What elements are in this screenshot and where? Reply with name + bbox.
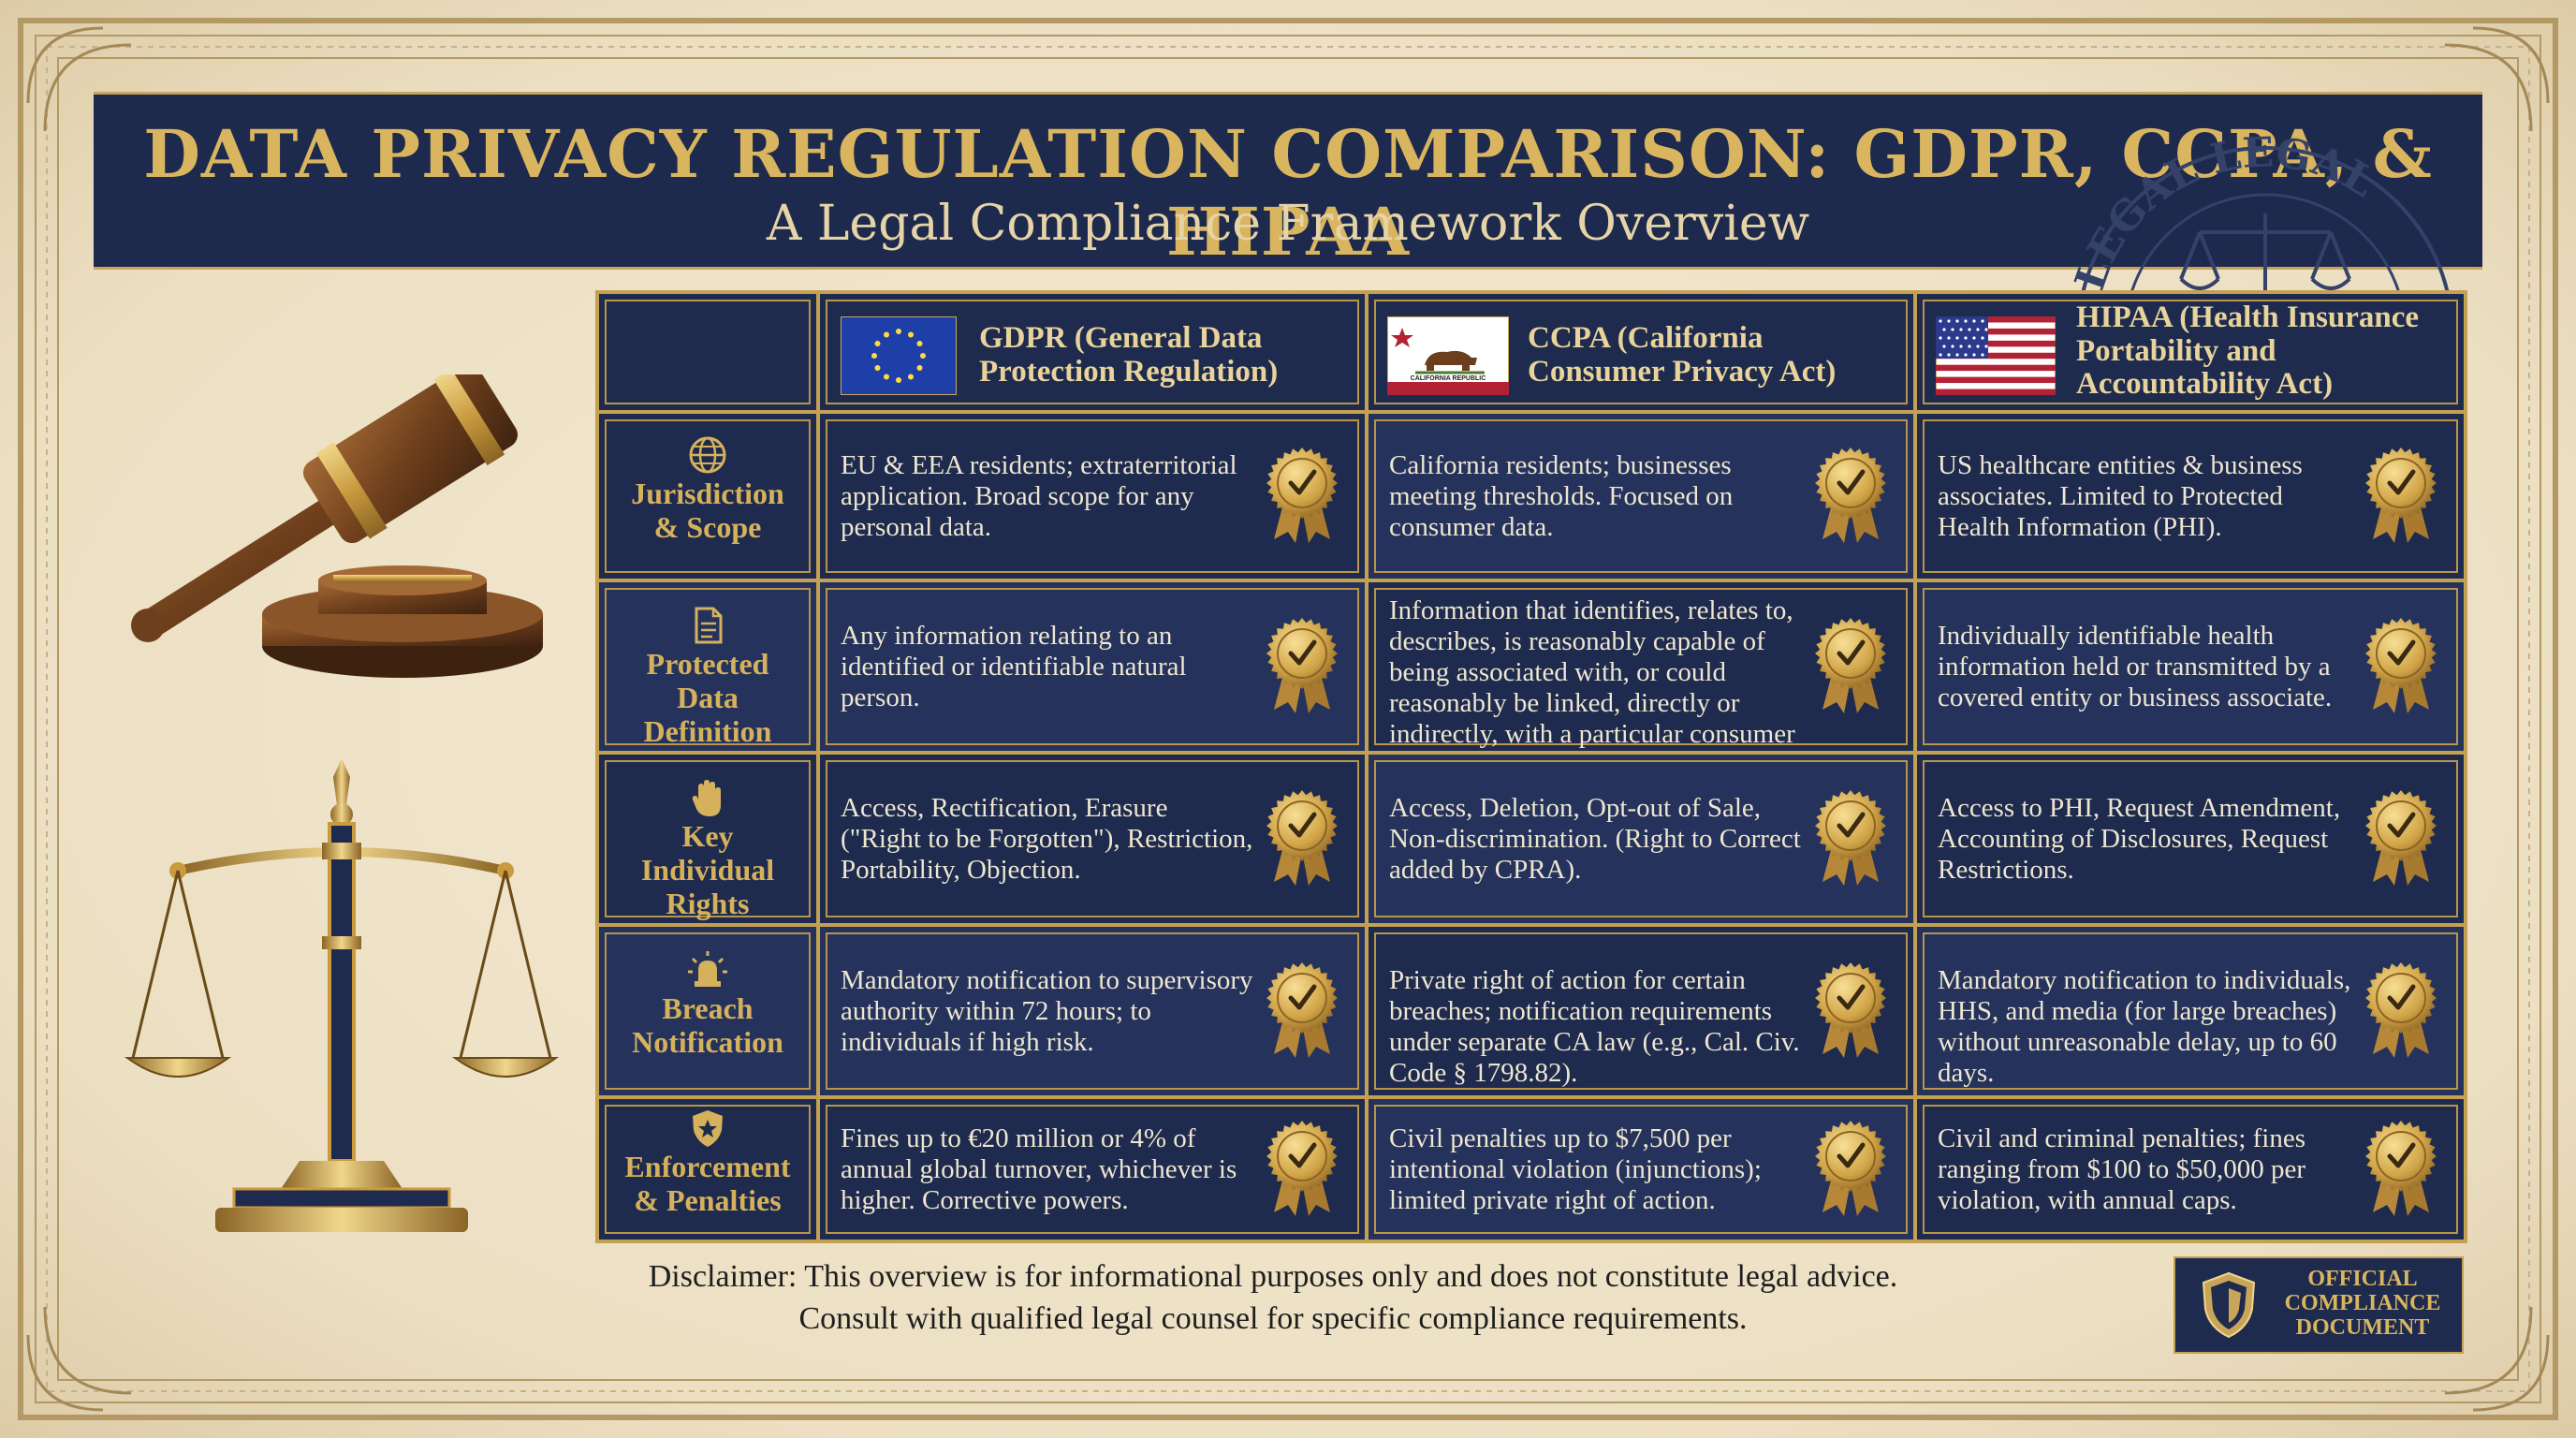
- approval-seal-icon: [1266, 448, 1338, 543]
- badge-text: OFFICIAL COMPLIANCE DOCUMENT: [2269, 1267, 2456, 1341]
- cell-text: Private right of action for certain brea…: [1389, 964, 1800, 1088]
- approval-seal-icon: [2365, 618, 2437, 713]
- table-cell: Private right of action for certain brea…: [1368, 927, 1913, 1095]
- approval-seal-icon: [1815, 962, 1886, 1058]
- table-cell: Mandatory notification to individuals, H…: [1917, 927, 2464, 1095]
- cell-text: Individually identifiable health informa…: [1938, 620, 2333, 712]
- badge-line-2: COMPLIANCE: [2284, 1290, 2441, 1315]
- table-cell: US healthcare entities & business associ…: [1917, 414, 2464, 579]
- table-cell: Civil penalties up to $7,500 per intenti…: [1368, 1099, 1913, 1240]
- row-header-key-individual-rights: Key Individual Rights: [599, 755, 816, 923]
- row-header-label: Breach Notification: [632, 991, 783, 1059]
- row-header-label: Protected Data Definition: [643, 647, 772, 748]
- page-subtitle: A Legal Compliance Framework Overview: [766, 196, 1810, 252]
- disclaimer: Disclaimer: This overview is for informa…: [618, 1256, 1928, 1341]
- official-compliance-badge: OFFICIAL COMPLIANCE DOCUMENT: [2174, 1256, 2464, 1354]
- table-cell: Access, Deletion, Opt-out of Sale, Non-d…: [1368, 755, 1913, 923]
- table-cell: Mandatory notification to supervisory au…: [820, 927, 1365, 1095]
- column-header-hipaa: HIPAA (Health Insurance Portability and …: [1917, 294, 2464, 410]
- cell-text: US healthcare entities & business associ…: [1938, 449, 2303, 542]
- column-header-label: CCPA (California Consumer Privacy Act): [1528, 321, 1837, 389]
- approval-seal-icon: [2365, 448, 2437, 543]
- page-title: DATA PRIVACY REGULATION COMPARISON: GDPR…: [143, 115, 2433, 271]
- cell-text: Mandatory notification to supervisory au…: [841, 964, 1253, 1057]
- cell-text: Access to PHI, Request Amendment, Accoun…: [1938, 792, 2341, 885]
- badge-line-1: OFFICIAL: [2307, 1267, 2418, 1291]
- scales-seal-watermark: LEGAL LEGAL: [2066, 129, 2454, 335]
- approval-seal-icon: [2365, 1121, 2437, 1216]
- cell-text: Access, Deletion, Opt-out of Sale, Non-d…: [1389, 792, 1801, 885]
- california-flag-text: CALIFORNIA REPUBLIC: [1411, 375, 1486, 382]
- column-header-gdpr: GDPR (General Data Protection Regulation…: [820, 294, 1365, 410]
- table-cell: Fines up to €20 million or 4% of annual …: [820, 1099, 1365, 1240]
- approval-seal-icon: [1815, 1121, 1886, 1216]
- california-flag-icon: CALIFORNIA REPUBLIC: [1387, 316, 1509, 395]
- cell-text: Civil and criminal penalties; fines rang…: [1938, 1123, 2306, 1215]
- table-cell: EU & EEA residents; extraterritorial app…: [820, 414, 1365, 579]
- globe-icon: [689, 436, 726, 474]
- row-header-enforcement-penalties: Enforcement & Penalties: [599, 1099, 816, 1240]
- column-header-ccpa: CALIFORNIA REPUBLIC CCPA (California Con…: [1368, 294, 1913, 410]
- approval-seal-icon: [2365, 790, 2437, 886]
- table-cell: Information that identifies, relates to,…: [1368, 582, 1913, 780]
- approval-seal-icon: [1266, 1121, 1338, 1216]
- table-cell: Access to PHI, Request Amendment, Accoun…: [1917, 755, 2464, 923]
- header-banner: DATA PRIVACY REGULATION COMPARISON: GDPR…: [94, 92, 2482, 271]
- approval-seal-icon: [1815, 448, 1886, 543]
- cell-text: EU & EEA residents; extraterritorial app…: [841, 449, 1237, 542]
- column-header-label: GDPR (General Data Protection Regulation…: [979, 321, 1279, 389]
- cell-text: Fines up to €20 million or 4% of annual …: [841, 1123, 1237, 1215]
- approval-seal-icon: [1266, 962, 1338, 1058]
- table-cell: California residents; businesses meeting…: [1368, 414, 1913, 579]
- row-header-jurisdiction-scope: Jurisdiction & Scope: [599, 414, 816, 579]
- approval-seal-icon: [1266, 618, 1338, 713]
- badge-line-3: DOCUMENT: [2295, 1314, 2430, 1340]
- cell-text: California residents; businesses meeting…: [1389, 449, 1734, 542]
- gavel-icon: [131, 374, 543, 678]
- approval-seal-icon: [1815, 618, 1886, 713]
- approval-seal-icon: [1815, 790, 1886, 886]
- approval-seal-icon: [2365, 962, 2437, 1058]
- row-header-protected-data-definition: Protected Data Definition: [599, 582, 816, 751]
- row-header-breach-notification: Breach Notification: [599, 927, 816, 1095]
- comparison-table: GDPR (General Data Protection Regulation…: [595, 290, 2467, 1243]
- table-cell: Civil and criminal penalties; fines rang…: [1917, 1099, 2464, 1240]
- scales-of-justice-icon: [124, 758, 560, 1232]
- badge-icon: [693, 1110, 723, 1147]
- hand-icon: [692, 780, 721, 816]
- disclaimer-line-1: Disclaimer: This overview is for informa…: [648, 1259, 1898, 1294]
- table-cell: Any information relating to an identifie…: [820, 582, 1365, 751]
- eu-flag-icon: [841, 316, 957, 395]
- shield-icon: [2202, 1271, 2256, 1339]
- cell-text: Information that identifies, relates to,…: [1389, 595, 1795, 780]
- us-flag-icon: [1936, 316, 2056, 395]
- column-header-label: HIPAA (Health Insurance Portability and …: [2076, 301, 2420, 402]
- approval-seal-icon: [1266, 790, 1338, 886]
- cell-text: Any information relating to an identifie…: [841, 620, 1187, 712]
- cell-text: Civil penalties up to $7,500 per intenti…: [1389, 1123, 1762, 1215]
- row-header-label: Enforcement & Penalties: [624, 1150, 791, 1217]
- row-header-label: Key Individual Rights: [640, 819, 775, 920]
- cell-text: Access, Rectification, Erasure ("Right t…: [841, 792, 1253, 885]
- table-cell: Individually identifiable health informa…: [1917, 582, 2464, 751]
- table-cell: Access, Rectification, Erasure ("Right t…: [820, 755, 1365, 923]
- cell-text: Mandatory notification to individuals, H…: [1938, 964, 2351, 1088]
- table-corner-cell: [599, 294, 816, 410]
- row-header-label: Jurisdiction & Scope: [631, 477, 784, 544]
- disclaimer-line-2: Consult with qualified legal counsel for…: [798, 1300, 1748, 1336]
- alarm-icon: [688, 951, 727, 987]
- document-icon: [695, 607, 723, 644]
